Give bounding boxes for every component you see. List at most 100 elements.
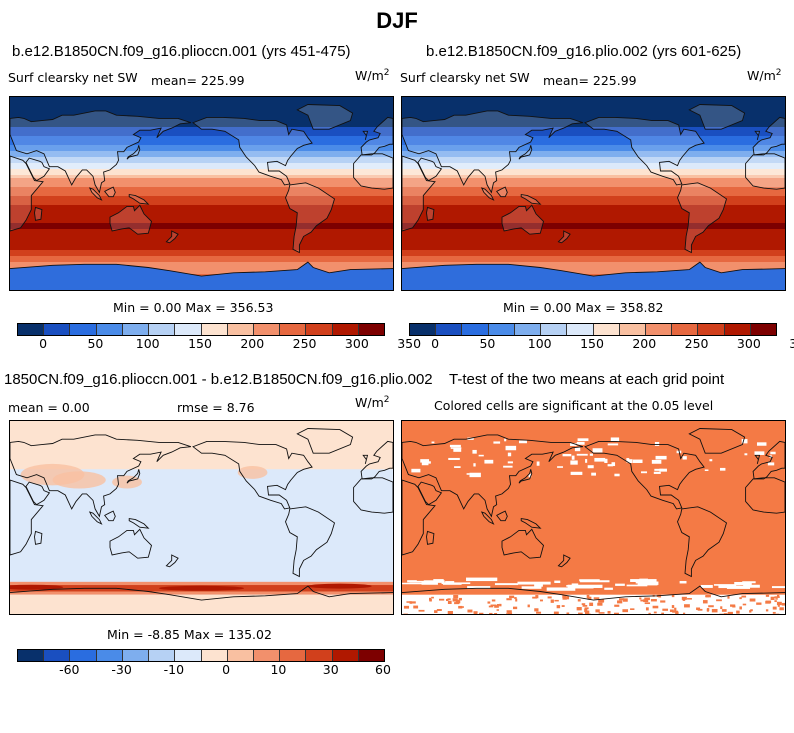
field-band xyxy=(10,172,393,176)
significant-cell xyxy=(736,610,740,614)
colorbar-swatch xyxy=(358,324,385,335)
colorbar-swatch xyxy=(44,650,71,661)
colorbar-swatch xyxy=(253,324,281,335)
significant-cell xyxy=(584,607,589,610)
field-band xyxy=(10,103,393,107)
colorbar-tick-label: -30 xyxy=(111,662,132,677)
colorbar-swatch xyxy=(645,324,673,335)
significant-cell xyxy=(582,605,588,607)
coastline xyxy=(677,506,728,578)
field-band xyxy=(402,205,785,209)
field-band xyxy=(10,214,393,218)
insignificant-cell xyxy=(653,471,661,474)
diff-south-max xyxy=(307,583,372,589)
significant-cell xyxy=(622,598,628,602)
field-band xyxy=(10,208,393,212)
insignificant-cell xyxy=(507,452,512,457)
insignificant-cell xyxy=(756,442,767,446)
colorbar-swatch xyxy=(358,650,385,661)
panel1-mean: mean= 225.99 xyxy=(151,73,245,88)
significant-cell xyxy=(429,598,432,602)
field-band xyxy=(10,133,393,137)
insignificant-cell xyxy=(767,462,775,466)
coastline xyxy=(10,155,44,232)
coastline xyxy=(192,116,313,186)
land-shade xyxy=(502,205,544,235)
panel3-min-max: Min = -8.85 Max = 135.02 xyxy=(107,627,272,642)
field-band xyxy=(402,172,785,176)
coastline xyxy=(10,110,192,194)
significant-cell xyxy=(708,605,714,608)
field-band xyxy=(402,106,785,110)
significant-cell xyxy=(447,598,451,600)
insignificant-cell xyxy=(604,458,608,463)
panel4-title: T-test of the two means at each grid poi… xyxy=(449,371,725,388)
insignificant-cell xyxy=(571,583,579,587)
panel2-variable: Surf clearsky net SW xyxy=(400,70,530,85)
insignificant-cell xyxy=(536,461,540,466)
insignificant-cell xyxy=(734,581,752,586)
significant-cell xyxy=(431,596,434,599)
colorbar-swatch xyxy=(306,650,333,661)
insignificant-cell xyxy=(637,582,658,586)
colorbar-tick-label: 10 xyxy=(270,662,287,677)
significant-cell xyxy=(536,611,542,614)
field-band xyxy=(402,187,785,191)
colorbar-tick-label: 150 xyxy=(580,336,604,351)
field-band xyxy=(402,124,785,128)
insignificant-cell xyxy=(504,438,507,442)
insignificant-cell xyxy=(679,580,687,584)
field-band xyxy=(402,145,785,149)
field-band xyxy=(402,265,785,269)
insignificant-cell xyxy=(719,467,726,471)
significant-cell xyxy=(539,599,543,602)
insignificant-cell xyxy=(580,580,610,583)
colorbar-tick-label: 200 xyxy=(632,336,657,351)
significant-cell xyxy=(644,597,650,601)
land-shade xyxy=(677,182,727,253)
significant-cell xyxy=(645,607,649,611)
significant-cell xyxy=(562,596,567,600)
colorbar-swatch xyxy=(70,650,97,661)
insignificant-cell xyxy=(626,584,648,587)
colorbar-swatch xyxy=(436,324,463,335)
significant-cell xyxy=(446,598,449,601)
field-band xyxy=(402,166,785,170)
coastline xyxy=(128,194,150,205)
colorbar-tick-label: 350 xyxy=(397,336,422,351)
land-shade xyxy=(753,117,785,155)
land-shade xyxy=(481,188,494,200)
coastline xyxy=(88,187,103,201)
significant-cell xyxy=(458,605,463,609)
antarctic-field xyxy=(402,262,785,290)
insignificant-cell xyxy=(409,580,434,583)
coastline xyxy=(10,479,44,556)
significant-cell xyxy=(577,599,581,602)
coastline xyxy=(10,434,192,518)
land-shade xyxy=(361,117,393,155)
field-band xyxy=(10,166,393,170)
insignificant-cell xyxy=(507,461,513,464)
significant-cell xyxy=(739,606,742,610)
insignificant-cell xyxy=(566,585,596,587)
antarctic-field xyxy=(10,262,393,290)
significant-cell xyxy=(586,594,590,599)
significant-cell xyxy=(661,612,664,614)
insignificant-cell xyxy=(585,459,588,463)
significant-cell xyxy=(765,594,770,597)
coastline xyxy=(501,204,545,235)
significant-cell xyxy=(491,599,496,602)
field-band xyxy=(10,265,393,269)
colorbar-tick-label: 300 xyxy=(344,336,369,351)
significant-cell xyxy=(561,605,565,607)
significant-cell xyxy=(662,608,669,611)
field-band xyxy=(402,178,785,182)
land-shade xyxy=(34,207,42,221)
coastline xyxy=(285,182,336,254)
field-band xyxy=(402,241,785,245)
significant-cell xyxy=(467,609,473,613)
colorbar-swatch xyxy=(593,324,620,335)
coastline xyxy=(518,469,533,484)
field-band xyxy=(402,235,785,239)
field-band xyxy=(10,187,393,191)
